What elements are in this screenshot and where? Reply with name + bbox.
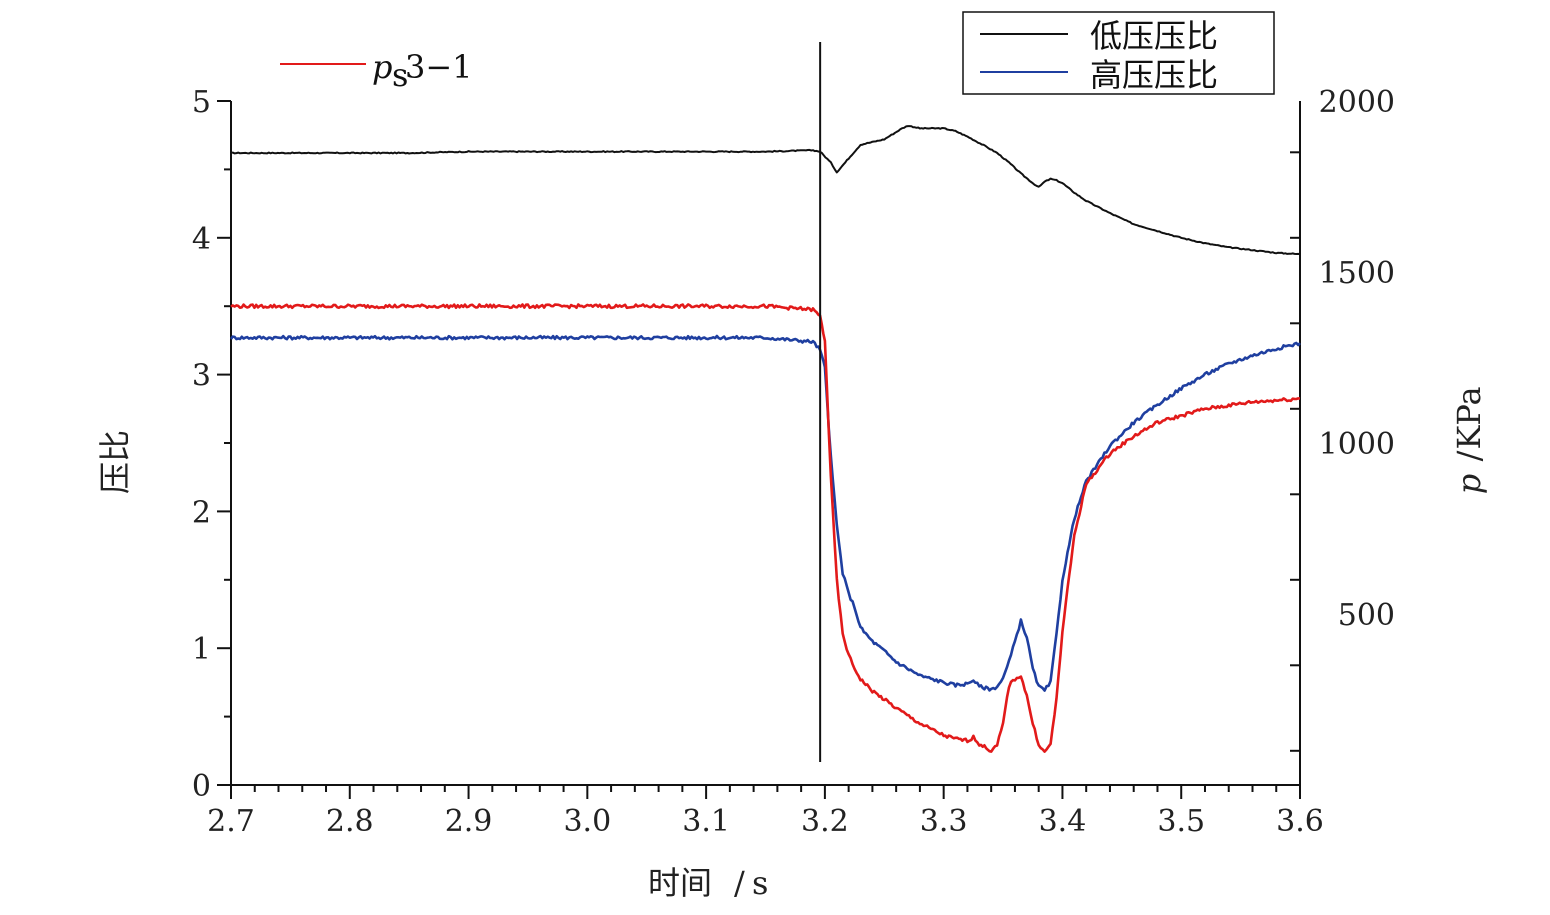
x-tick-label: 3.5 [1157, 804, 1205, 839]
series-line-0 [231, 125, 1301, 256]
x-tick-label: 2.8 [326, 804, 374, 839]
legend-ps-symbol: p [372, 48, 392, 86]
legend-right: 低压压比 高压压比 [962, 11, 1275, 95]
y-axis-left: 0 1 2 3 4 5 [192, 85, 232, 804]
x-tick-label: 3.6 [1276, 804, 1324, 839]
series-line-2 [230, 303, 1301, 753]
legend-ps: p s 3−1 [280, 48, 473, 94]
x-tick-label: 3.1 [682, 804, 730, 839]
legend-high-label: 高压压比 [1090, 56, 1218, 94]
legend-ps-suffix: 3−1 [405, 48, 473, 86]
y-axis-right-title-unit: KPa [1450, 386, 1488, 449]
x-tick-label: 3.3 [920, 804, 968, 839]
x-axis-title: 时间 [648, 864, 712, 902]
y-left-tick-label: 1 [192, 632, 211, 667]
legend-low-label: 低压压比 [1090, 17, 1218, 55]
y-axis-right-title-sep: / [1450, 450, 1488, 461]
x-tick-label: 2.7 [207, 804, 255, 839]
x-tick-label: 2.9 [445, 804, 493, 839]
x-tick-label: 3.2 [801, 804, 849, 839]
y-left-tick-label: 2 [192, 495, 211, 530]
x-axis-title-unit: s [752, 864, 768, 902]
legend-ps-subscript: s [392, 56, 408, 94]
legend-right-box [962, 11, 1275, 95]
y-left-tick-label: 0 [192, 769, 211, 804]
y-left-tick-label: 4 [192, 222, 211, 257]
y-left-tick-label: 3 [192, 359, 211, 394]
y-right-tick-label: 500 [1338, 598, 1395, 633]
y-left-tick-label: 5 [192, 85, 211, 120]
y-axis-left-title: 压比 [96, 430, 134, 494]
series-layer [229, 125, 1301, 753]
y-right-tick-label: 1500 [1319, 256, 1395, 291]
x-axis: 2.7 2.8 2.9 3.0 3.1 3.2 3.3 3.4 3.5 3.6 [207, 784, 1324, 839]
series-line-1 [229, 334, 1301, 692]
y-axis-right-title-symbol: p [1450, 474, 1488, 494]
x-axis-title-sep: / [734, 864, 745, 902]
x-tick-label: 3.0 [563, 804, 611, 839]
x-tick-label: 3.4 [1039, 804, 1087, 839]
y-right-tick-label: 2000 [1319, 85, 1395, 120]
y-axis-right-title: p / KPa [1450, 386, 1488, 494]
y-axis-right: 500 1000 1500 2000 [1290, 85, 1395, 785]
y-right-tick-label: 1000 [1319, 427, 1395, 462]
